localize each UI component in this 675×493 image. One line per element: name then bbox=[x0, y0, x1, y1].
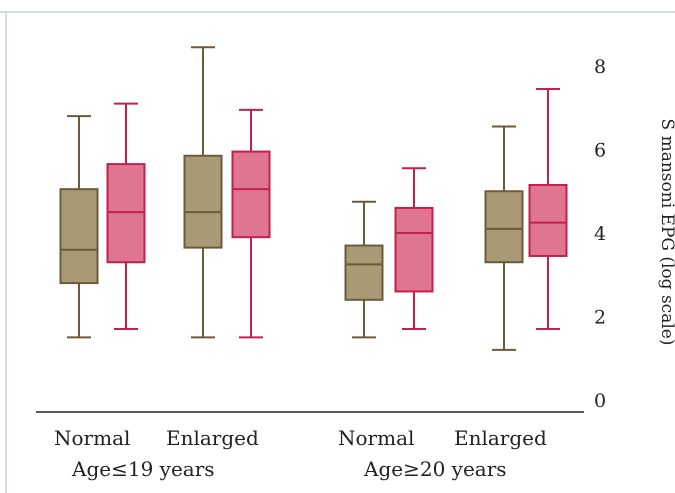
box-iqr bbox=[528, 183, 568, 257]
box-iqr bbox=[106, 163, 146, 264]
box-iqr bbox=[183, 154, 223, 249]
box-iqr bbox=[231, 150, 271, 239]
box-iqr bbox=[394, 206, 434, 293]
y-tick-label: 4 bbox=[594, 223, 606, 245]
box-normal bbox=[59, 115, 99, 339]
group-label-1: Age≤19 years bbox=[71, 457, 215, 481]
cat-label-enlarged-1: Enlarged bbox=[166, 426, 259, 450]
y-tick-labels: 0 2 4 6 8 bbox=[594, 56, 606, 412]
box-normal bbox=[484, 125, 524, 351]
box-enlarged bbox=[231, 108, 271, 339]
box-enlarged bbox=[106, 102, 146, 331]
y-tick-label: 6 bbox=[594, 140, 606, 162]
boxes-layer bbox=[59, 46, 568, 351]
cat-label-normal-1: Normal bbox=[54, 426, 130, 450]
group-label-2: Age≥20 years bbox=[363, 457, 507, 481]
box-iqr bbox=[484, 190, 524, 264]
cat-label-enlarged-2: Enlarged bbox=[454, 426, 547, 450]
box-iqr bbox=[344, 244, 384, 301]
box-normal bbox=[183, 46, 223, 339]
cat-label-normal-2: Normal bbox=[338, 426, 414, 450]
y-tick-label: 2 bbox=[594, 307, 606, 329]
box-normal bbox=[344, 200, 384, 339]
box-iqr bbox=[59, 188, 99, 285]
y-axis-label: S mansoni EPG (log scale) bbox=[657, 119, 675, 346]
y-tick-label: 8 bbox=[594, 56, 606, 78]
box-enlarged bbox=[528, 87, 568, 331]
box-enlarged bbox=[394, 167, 434, 331]
y-tick-label: 0 bbox=[594, 390, 606, 412]
